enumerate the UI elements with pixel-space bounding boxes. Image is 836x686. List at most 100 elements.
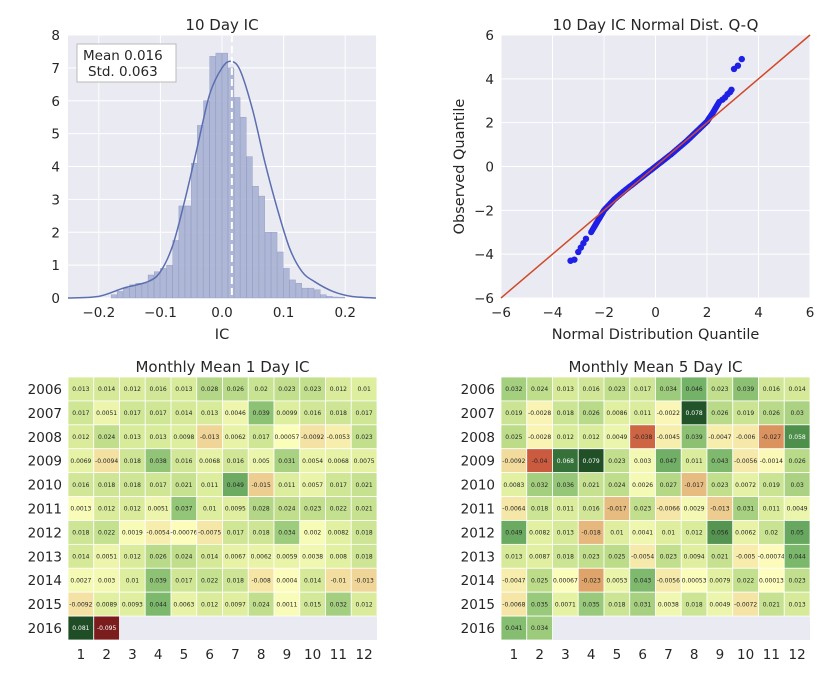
heatmap-cell-label: 0.049 xyxy=(505,530,522,537)
heatmap-cell-label: -0.0092 xyxy=(69,601,92,608)
heatmap-cell-label: 0.017 xyxy=(634,386,651,393)
histogram-bar xyxy=(141,283,148,299)
heatmap-cell-label: 0.022 xyxy=(201,577,218,584)
heatmap-cell-label: 0.039 xyxy=(253,410,270,417)
histogram-bar xyxy=(277,251,284,299)
row-label: 2008 xyxy=(461,430,495,446)
histogram-bar xyxy=(258,195,265,299)
heatmap-cell-label: 0.037 xyxy=(175,506,192,513)
heatmap-cell-label: 0.035 xyxy=(531,601,548,608)
histogram-bar xyxy=(308,287,315,299)
heatmap-cell-label: 0.013 xyxy=(505,554,522,561)
qq-point xyxy=(728,86,735,93)
heatmap-cell-label: -0.0068 xyxy=(502,601,525,608)
heatmap-cell-label: 0.0054 xyxy=(302,458,323,465)
heatmap-cell-label: 0.00013 xyxy=(759,577,784,584)
heatmap-cell-label: -0.0045 xyxy=(657,434,680,441)
row-label: 2012 xyxy=(461,525,495,541)
heatmap-cell-label: 0.0041 xyxy=(632,530,653,537)
heatmap-cell-label: 0.0082 xyxy=(328,530,349,537)
heatmap-cell-label: 0.0062 xyxy=(735,530,756,537)
column-label: 10 xyxy=(304,647,321,663)
heatmap-cell-label: 0.026 xyxy=(583,410,600,417)
row-label: 2015 xyxy=(28,597,62,613)
heatmap-cell-label: 0.016 xyxy=(583,506,600,513)
histogram-bar xyxy=(295,283,302,299)
heatmap-cell-label: 0.0095 xyxy=(225,506,246,513)
y-tick-label: 3 xyxy=(51,192,60,208)
histogram-bar xyxy=(264,232,272,299)
heatmap-cell-label: 0.014 xyxy=(72,554,89,561)
heatmap-cell-label: 0.026 xyxy=(763,410,780,417)
heatmap-cell-label: -0.0056 xyxy=(734,458,757,465)
histogram-bar xyxy=(147,274,155,299)
heatmap-cell-label: 0.012 xyxy=(686,530,703,537)
heatmap-cell-label: 0.0051 xyxy=(96,410,117,417)
column-label: 11 xyxy=(330,647,347,663)
heatmap-cell-label: 0.002 xyxy=(304,530,321,537)
y-tick-label: 7 xyxy=(51,61,60,77)
heatmap-cell-label: 0.018 xyxy=(330,410,347,417)
heatmap-cell-label: 0.013 xyxy=(150,434,167,441)
row-label: 2007 xyxy=(28,406,62,422)
heatmap-cell-label: 0.01 xyxy=(662,530,676,537)
y-tick-label: 1 xyxy=(51,258,60,274)
heatmap-cell-label: 0.019 xyxy=(763,482,780,489)
heatmap-cell-label: 0.0038 xyxy=(302,554,323,561)
heatmap-cell-label: 0.017 xyxy=(150,410,167,417)
histogram-bar xyxy=(326,296,333,299)
column-label: 2 xyxy=(535,647,544,663)
heatmap-cell-label: 0.016 xyxy=(72,482,89,489)
histogram-bar xyxy=(246,156,253,299)
heatmap-cell-label: 0.0046 xyxy=(225,410,246,417)
x-tick-label: −0.1 xyxy=(144,305,177,321)
heatmap-cell-label: -0.017 xyxy=(607,506,627,513)
heatmap-cell-label: 0.008 xyxy=(330,554,347,561)
heatmap-cell-label: -0.0075 xyxy=(198,530,221,537)
heatmap-cell-label: -0.0092 xyxy=(301,434,324,441)
heatmap-cell-label: 0.023 xyxy=(608,386,625,393)
heatmap-cell-label: 0.005 xyxy=(253,458,270,465)
heatmap-cell-label: 0.024 xyxy=(531,386,548,393)
heatmap-cell-label: 0.026 xyxy=(227,386,244,393)
y-tick-label: 2 xyxy=(51,225,60,241)
heatmap-cell-label: -0.01 xyxy=(331,577,347,584)
stats-box xyxy=(76,43,177,83)
heatmap-cell-label: 0.01 xyxy=(357,386,371,393)
heatmap-cell-label: -0.0054 xyxy=(147,530,170,537)
row-label: 2007 xyxy=(461,406,495,422)
heatmap-cell-label: 0.014 xyxy=(201,554,218,561)
row-label: 2014 xyxy=(461,573,495,589)
heatmap-cell-label: 0.0062 xyxy=(251,554,272,561)
y-tick-label: 5 xyxy=(51,127,60,143)
heatmap-cell-label: 0.018 xyxy=(124,482,141,489)
heatmap-5day: 0.032 0.024 0.013 0.016 0.023 0.017 0.034 0.046… xyxy=(461,358,811,663)
heatmap-cell-label: 0.022 xyxy=(98,530,115,537)
heatmap-cell-label: -0.038 xyxy=(633,434,653,441)
heatmap-cell-label: 0.013 xyxy=(557,530,574,537)
heatmap-cell-label: 0.011 xyxy=(278,482,295,489)
heatmap-cell-label: 0.056 xyxy=(711,530,728,537)
column-label: 5 xyxy=(613,647,622,663)
histogram-bar xyxy=(203,100,210,299)
histogram-bar xyxy=(283,268,290,299)
heatmap-cell-label: 0.01 xyxy=(126,577,140,584)
histogram-bar xyxy=(271,232,278,299)
heatmap-cell-label: 0.018 xyxy=(356,530,373,537)
chart-title: 10 Day IC xyxy=(185,16,258,34)
row-label: 2011 xyxy=(28,502,62,518)
heatmap-cell-label: -0.00076 xyxy=(170,530,197,537)
heatmap-cell-label: 0.018 xyxy=(227,577,244,584)
x-tick-label: 6 xyxy=(806,305,815,321)
heatmap-cell-label: 0.0063 xyxy=(173,601,194,608)
row-label: 2012 xyxy=(28,525,62,541)
heatmap-cell-label: 0.0029 xyxy=(684,506,705,513)
histogram-bar xyxy=(209,56,216,299)
heatmap-cell-label: -0.0014 xyxy=(760,458,783,465)
heatmap-cell-label: -0.0028 xyxy=(528,410,551,417)
column-label: 3 xyxy=(561,647,570,663)
heatmap-cell-label: 0.039 xyxy=(737,386,754,393)
heatmap-cell-label: -0.0053 xyxy=(327,434,350,441)
column-label: 10 xyxy=(737,647,754,663)
